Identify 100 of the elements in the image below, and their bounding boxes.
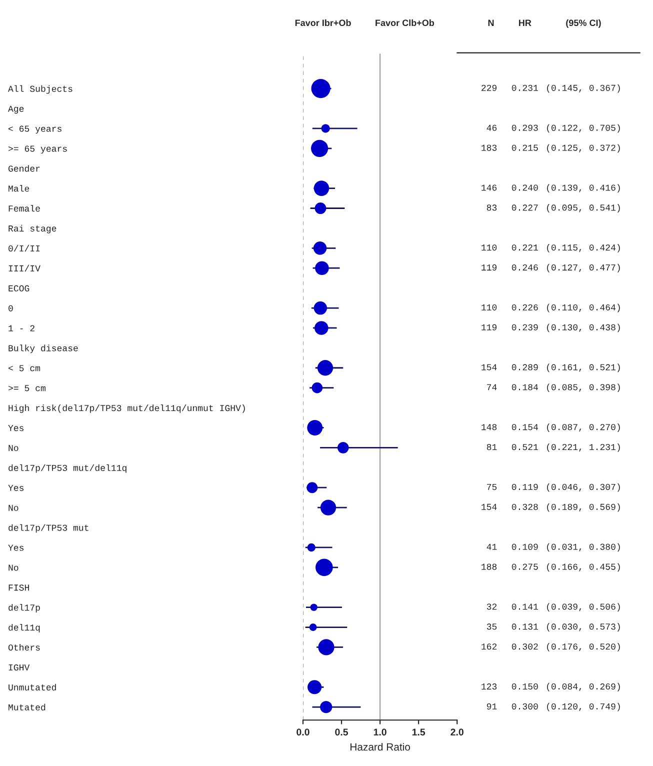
text: 75: [487, 484, 497, 490]
x-tick-label: 2.0: [450, 728, 464, 736]
text: 148: [482, 424, 497, 430]
data-label: 0.221: [512, 244, 538, 251]
text: 46: [486, 124, 497, 131]
y-tick-label: 0/I/II: [8, 244, 40, 252]
x-axis-title: Hazard Ratio: [350, 742, 410, 751]
data-label: 0.521: [512, 444, 538, 450]
data-label: 0.300: [512, 703, 538, 710]
y-tick-label: No: [8, 445, 18, 452]
text: (0.127, 0.477): [547, 264, 620, 272]
text: (0.095, 0.541): [547, 204, 620, 212]
text: (0.125, 0.372): [547, 144, 620, 153]
data-label: 0.275: [512, 564, 538, 570]
data-label: 0.231: [512, 84, 538, 91]
text: (0.122, 0.705): [547, 124, 620, 133]
data-label: 0.239: [512, 324, 538, 330]
data-label: 0.150: [512, 683, 538, 690]
text: 35: [486, 624, 497, 630]
data-label: 0.131: [512, 624, 538, 630]
data-label: 0.293: [512, 124, 538, 131]
text: 119: [482, 324, 497, 330]
text: 183: [482, 144, 497, 151]
data-label: 0.240: [512, 184, 538, 191]
y-tick-label: < 5 cm: [8, 365, 40, 372]
y-tick-label: Gender: [8, 165, 40, 172]
y-tick-label: 0: [8, 305, 13, 312]
y-tick-label: All Subjects: [8, 85, 72, 94]
text: 154: [482, 364, 497, 370]
y-tick-label: Rai stage: [8, 224, 56, 234]
y-tick-label: High risk(del17p/TP53 mut/del11q/unmut IGHV): [8, 404, 245, 413]
y-tick-label: Yes: [8, 544, 24, 551]
text: (0.046, 0.307): [547, 483, 620, 492]
text: HR: [518, 20, 532, 26]
text: 32: [486, 604, 497, 610]
y-tick-label: Mutated: [8, 704, 46, 710]
y-tick-label: Male: [8, 185, 30, 192]
y-tick-label: Yes: [8, 484, 24, 491]
text: (0.084, 0.269): [547, 682, 620, 692]
y-tick-label: III/IV: [8, 264, 40, 272]
y-tick-label: Unmutated: [8, 684, 56, 691]
text: 41: [486, 544, 497, 550]
data-label: 0.328: [512, 504, 538, 510]
text: (95% CI): [566, 19, 601, 28]
data-label: 0.109: [512, 544, 538, 550]
y-tick-label: Yes: [8, 425, 24, 432]
y-tick-label: del17p: [8, 604, 40, 612]
text: 91: [486, 703, 497, 710]
y-tick-label: FISH: [8, 584, 29, 591]
y-tick-label: Female: [8, 204, 40, 212]
x-tick-label: 0.5: [335, 728, 348, 736]
text: 188: [482, 564, 497, 570]
data-label: 0.302: [512, 644, 538, 650]
text: (0.130, 0.438): [547, 324, 620, 332]
data-label: 0.227: [512, 204, 538, 211]
y-tick-label: ECOG: [8, 285, 30, 292]
text: N: [488, 20, 494, 26]
text: 123: [482, 683, 497, 690]
text: (0.221, 1.231): [547, 443, 620, 452]
data-label: 0.184: [512, 384, 538, 390]
text: 154: [482, 504, 497, 510]
y-tick-label: Others: [8, 644, 40, 651]
text: (0.139, 0.416): [547, 184, 620, 193]
text: (0.110, 0.464): [547, 304, 620, 312]
text: (0.085, 0.398): [547, 384, 620, 392]
text: 146: [482, 184, 497, 191]
text: (0.189, 0.569): [547, 503, 620, 512]
text: 162: [482, 644, 497, 650]
data-label: 0.119: [512, 484, 538, 490]
text: (0.166, 0.455): [547, 563, 620, 572]
text: 74: [487, 384, 497, 390]
x-tick-label: 0.0: [296, 728, 310, 736]
y-tick-label: No: [8, 564, 18, 571]
y-tick-label: Age: [8, 106, 24, 114]
text: 81: [486, 444, 497, 450]
text: (0.161, 0.521): [547, 364, 620, 372]
y-tick-label: Bulky disease: [8, 344, 78, 354]
text: (0.031, 0.380): [547, 543, 620, 552]
text: 110: [482, 244, 497, 251]
y-tick-label: del11q: [8, 624, 40, 632]
text: 119: [482, 264, 497, 271]
y-tick-label: IGHV: [8, 664, 30, 671]
y-tick-label: >= 65 years: [8, 146, 67, 154]
data-label: 0.246: [512, 264, 538, 271]
text: (0.115, 0.424): [547, 244, 620, 252]
y-tick-label: No: [8, 504, 18, 511]
text: Favor Clb+Ob: [376, 19, 434, 26]
text: (0.030, 0.573): [547, 623, 620, 632]
y-tick-label: < 65 years: [8, 126, 62, 134]
data-label: 0.289: [512, 364, 538, 370]
x-tick-label: 1.5: [412, 728, 426, 736]
y-tick-label: >= 5 cm: [8, 385, 46, 392]
y-tick-label: 1 - 2: [8, 325, 34, 332]
y-tick-label: del17p/TP53 mut: [8, 524, 88, 533]
text: Favor Ibr+Ob: [295, 19, 351, 26]
data-label: 0.226: [512, 304, 538, 310]
data-label: 0.141: [512, 604, 538, 610]
data-label: 0.154: [512, 424, 538, 430]
data-label: 0.215: [512, 144, 538, 151]
y-tick-label: del17p/TP53 mut/del11q: [8, 464, 126, 473]
